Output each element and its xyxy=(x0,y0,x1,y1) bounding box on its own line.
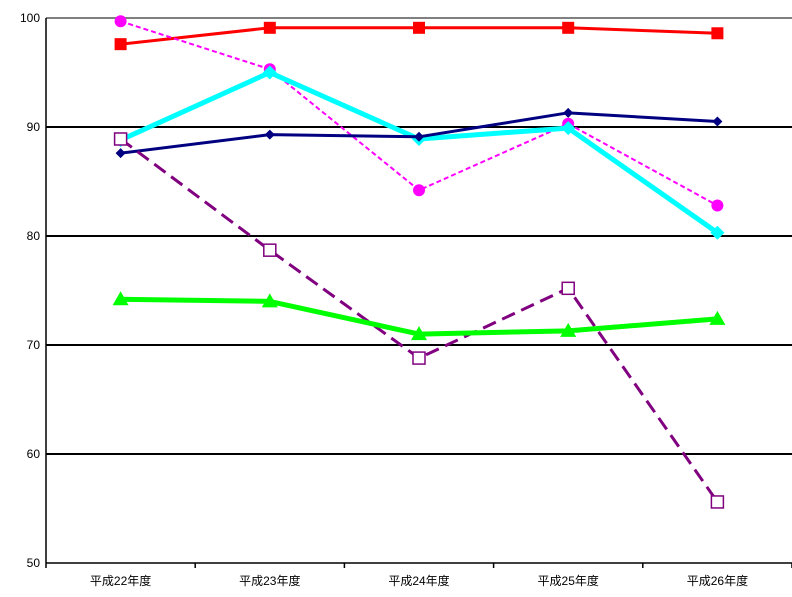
series-line xyxy=(120,20,718,207)
data-point xyxy=(113,132,128,146)
data-point xyxy=(263,243,277,257)
series-line xyxy=(119,70,719,235)
data-point xyxy=(411,326,427,341)
y-tick-label: 70 xyxy=(27,338,41,352)
series-1 xyxy=(114,21,724,51)
x-tick-label: 平成25年度 xyxy=(538,573,599,588)
series-6 xyxy=(112,291,726,341)
data-point xyxy=(710,225,725,240)
data-point xyxy=(412,351,426,365)
data-point xyxy=(413,184,425,197)
series-4 xyxy=(115,107,723,159)
data-point xyxy=(114,38,127,51)
x-tick-label: 平成22年度 xyxy=(90,573,151,588)
data-point xyxy=(712,116,723,127)
data-point xyxy=(414,131,424,142)
data-point xyxy=(115,148,126,159)
data-point xyxy=(264,129,275,140)
x-tick-label: 平成26年度 xyxy=(687,573,748,588)
series-2 xyxy=(114,15,724,212)
data-point xyxy=(711,27,724,40)
data-point xyxy=(261,293,278,308)
x-tick-label: 平成24年度 xyxy=(388,573,449,588)
series-5 xyxy=(113,132,725,509)
y-tick-label: 90 xyxy=(27,120,41,134)
data-point xyxy=(263,21,276,34)
data-point xyxy=(710,495,725,509)
data-point xyxy=(561,121,576,136)
data-point xyxy=(112,291,129,306)
data-point xyxy=(563,107,574,118)
data-point xyxy=(262,65,277,80)
data-point xyxy=(560,322,577,337)
y-tick-label: 60 xyxy=(27,447,41,461)
data-point xyxy=(711,199,724,212)
y-tick-label: 100 xyxy=(20,11,40,25)
series-3 xyxy=(113,65,725,240)
data-point xyxy=(413,21,425,34)
y-tick-label: 80 xyxy=(27,229,41,243)
data-point xyxy=(709,310,726,325)
y-tick-label: 50 xyxy=(27,556,41,570)
x-tick-label: 平成23年度 xyxy=(239,573,300,588)
data-point xyxy=(561,281,575,296)
data-point xyxy=(562,21,575,34)
data-point xyxy=(114,15,127,28)
